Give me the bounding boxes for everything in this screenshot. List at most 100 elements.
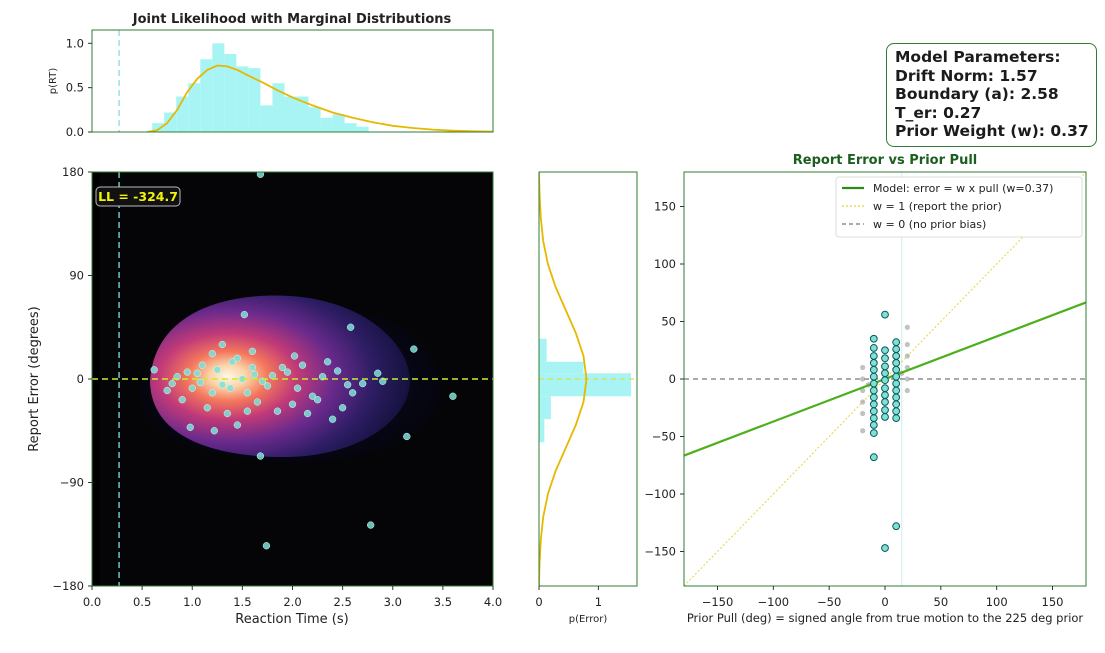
- joint-title: Joint Likelihood with Marginal Distribut…: [132, 12, 452, 27]
- rt-bar: [272, 83, 285, 132]
- rt-bar: [308, 107, 321, 132]
- rt-ytick-label: 0.0: [66, 125, 84, 139]
- joint-point: [449, 392, 457, 400]
- grey-point: [860, 387, 866, 394]
- joint-xlabel: Reaction Time (s): [235, 612, 348, 627]
- joint-point: [168, 379, 176, 388]
- grey-point: [904, 364, 910, 371]
- error-density-curve: [539, 172, 588, 586]
- prior-pull-point: [869, 372, 878, 381]
- prior-pull-point: [869, 344, 878, 352]
- prior-pull-point: [881, 391, 889, 400]
- param-drift-norm: Drift Norm: 1.57: [895, 66, 1038, 85]
- joint-point: [208, 389, 216, 397]
- prior-pull-ytick-label: 50: [661, 315, 676, 329]
- joint-point: [290, 352, 299, 360]
- prior-pull-point: [892, 372, 901, 381]
- rt-bar: [212, 43, 225, 132]
- prior-pull-point: [869, 365, 878, 374]
- joint-xtick-label: 4.0: [484, 595, 502, 609]
- joint-point: [183, 368, 191, 376]
- prior-pull-point: [892, 365, 901, 374]
- joint-point: [223, 409, 231, 418]
- joint-point: [283, 368, 292, 376]
- joint-point: [228, 358, 237, 366]
- prior-pull-y-ticks: 150 100 50 0 −50 −100 −150: [644, 200, 684, 559]
- prior-pull-point: [869, 414, 878, 423]
- joint-point: [203, 404, 211, 412]
- grey-point: [904, 324, 910, 330]
- joint-point: [328, 415, 337, 423]
- joint-point: [218, 381, 226, 389]
- rt-bar: [248, 68, 261, 132]
- error-xtick-label: 1: [595, 595, 602, 609]
- joint-ytick-label: 0: [77, 372, 84, 386]
- rt-bar: [236, 66, 249, 132]
- joint-point: [196, 378, 204, 387]
- rt-bar: [188, 83, 201, 132]
- joint-y-ticks: 180 90 0 −90 −180: [52, 165, 92, 593]
- joint-point: [268, 371, 277, 380]
- rt-bar: [332, 114, 345, 132]
- prior-pull-point: [881, 376, 889, 385]
- prior-pull-point: [881, 310, 889, 319]
- grey-point: [904, 341, 910, 348]
- prior-pull-point: [881, 544, 889, 552]
- prior-pull-ytick-label: 100: [654, 257, 676, 271]
- joint-point: [150, 366, 158, 374]
- joint-ylabel: Report Error (degrees): [27, 306, 42, 452]
- prior-pull-xtick-label: −150: [702, 595, 734, 609]
- joint-point: [333, 367, 342, 375]
- prior-pull-point: [892, 338, 901, 347]
- joint-point: [313, 396, 322, 404]
- rt-bar: [344, 123, 357, 132]
- joint-point: [243, 407, 252, 415]
- legend-prior-label: w = 1 (report the prior): [873, 200, 1002, 213]
- joint-point: [193, 369, 201, 377]
- prior-pull-point: [881, 406, 889, 414]
- rt-marginal-panel: Joint Likelihood with Marginal Distribut…: [48, 12, 494, 139]
- prior-pull-point: [869, 407, 878, 416]
- joint-point: [210, 427, 218, 435]
- grey-point: [904, 376, 910, 382]
- prior-pull-ytick-label: 0: [669, 372, 676, 386]
- grey-point: [860, 376, 866, 382]
- prior-pull-point: [869, 334, 878, 343]
- prior-pull-point: [869, 379, 878, 388]
- joint-xtick-label: 2.5: [333, 595, 351, 609]
- joint-xtick-label: 1.0: [183, 595, 201, 609]
- joint-x-ticks: 0.0 0.5 1.0 1.5 2.0 2.5 3.0 3.5 4.0: [83, 586, 502, 609]
- prior-pull-xtick-label: 0: [881, 595, 888, 609]
- joint-ytick-label: −90: [60, 476, 84, 490]
- joint-ytick-label: −180: [52, 579, 84, 593]
- prior-pull-point: [869, 453, 878, 462]
- joint-xtick-label: 0.0: [83, 595, 101, 609]
- prior-pull-point: [881, 384, 889, 393]
- legend-box: [835, 176, 1083, 238]
- joint-point: [403, 432, 411, 441]
- joint-point: [293, 384, 302, 392]
- joint-point: [233, 421, 242, 429]
- prior-pull-scatter: [869, 310, 901, 552]
- rt-bar: [200, 59, 213, 132]
- grey-point: [860, 364, 866, 371]
- rt-bar: [356, 126, 369, 132]
- joint-point: [303, 409, 312, 418]
- grey-point: [860, 399, 866, 405]
- model-parameters-box: Model Parameters: Drift Norm: 1.57 Bound…: [886, 43, 1097, 147]
- prior-pull-point: [892, 352, 901, 360]
- joint-point: [248, 347, 257, 356]
- grey-points: [860, 324, 910, 434]
- error-bar: [539, 361, 584, 374]
- param-boundary: Boundary (a): 2.58: [895, 85, 1059, 103]
- joint-point: [256, 172, 265, 178]
- prior-pull-point: [869, 400, 878, 409]
- joint-point: [250, 370, 259, 379]
- error-xtick-label: 0: [535, 595, 542, 609]
- joint-point: [198, 361, 206, 369]
- prior-pull-point: [892, 522, 901, 531]
- prior-pull-point: [892, 379, 901, 388]
- grey-point: [904, 387, 910, 394]
- joint-point: [256, 452, 265, 460]
